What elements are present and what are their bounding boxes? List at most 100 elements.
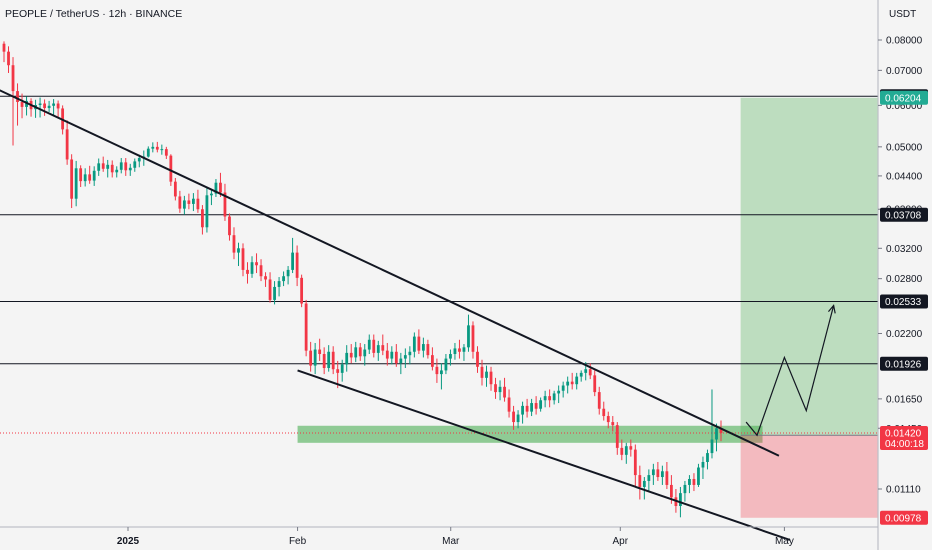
currency-label[interactable]: USDT bbox=[889, 9, 916, 20]
candle bbox=[255, 253, 258, 274]
candle bbox=[354, 341, 358, 363]
candle bbox=[390, 346, 394, 365]
candle bbox=[593, 370, 597, 397]
price-tick-label: 0.08000 bbox=[886, 36, 923, 47]
candle-body bbox=[336, 369, 340, 373]
candle bbox=[83, 168, 87, 187]
candle-body bbox=[647, 475, 651, 481]
candle-body bbox=[264, 276, 267, 280]
candle bbox=[228, 213, 231, 241]
candle bbox=[286, 266, 290, 285]
candle bbox=[426, 339, 430, 359]
price-tag-text: 0.02533 bbox=[885, 297, 922, 308]
price-tag[interactable]: 0.02533 bbox=[880, 294, 928, 309]
candle-body bbox=[417, 336, 421, 351]
candle-body bbox=[137, 158, 141, 162]
price-tag[interactable]: 0.00978 bbox=[880, 510, 928, 525]
price-tag-background bbox=[880, 356, 928, 371]
candle bbox=[160, 144, 164, 155]
candle bbox=[214, 179, 218, 198]
candle bbox=[65, 120, 69, 165]
candle-body bbox=[282, 276, 285, 282]
candle-body bbox=[376, 345, 380, 353]
candle-body bbox=[92, 170, 96, 181]
candle bbox=[178, 190, 182, 213]
candle-body bbox=[651, 469, 655, 476]
candle bbox=[430, 347, 434, 371]
candle-body bbox=[160, 149, 164, 151]
candle-body bbox=[435, 366, 439, 375]
candle bbox=[331, 346, 335, 375]
candle-body bbox=[151, 146, 155, 149]
candle-body bbox=[462, 347, 466, 352]
candle bbox=[462, 344, 466, 361]
candle bbox=[381, 334, 385, 356]
lower-trendline[interactable] bbox=[297, 369, 791, 541]
candle-body bbox=[268, 279, 272, 300]
candle bbox=[633, 444, 637, 487]
candle-body bbox=[101, 163, 105, 169]
candle-body bbox=[20, 102, 24, 107]
candle-body bbox=[480, 366, 484, 378]
price-tag[interactable]: 0.03708 bbox=[880, 207, 928, 222]
candle bbox=[52, 99, 56, 116]
candle-body bbox=[385, 350, 389, 359]
candle-body bbox=[633, 449, 637, 476]
price-tick-label: 0.02800 bbox=[886, 274, 923, 285]
candle-body bbox=[88, 174, 92, 181]
candle-body bbox=[273, 286, 276, 300]
current-price-tag-background bbox=[880, 426, 928, 451]
candle bbox=[444, 354, 448, 375]
candle-body bbox=[43, 103, 46, 109]
candle bbox=[246, 262, 249, 284]
candle bbox=[394, 344, 398, 367]
candle bbox=[719, 420, 723, 442]
candle-body bbox=[669, 484, 673, 498]
candle bbox=[467, 314, 470, 352]
candle bbox=[358, 342, 362, 361]
candle bbox=[489, 366, 493, 391]
candle bbox=[503, 377, 506, 402]
candle bbox=[570, 372, 574, 390]
candle bbox=[273, 281, 276, 305]
candle bbox=[43, 99, 46, 116]
candle-body bbox=[476, 351, 479, 367]
candle-body bbox=[56, 103, 60, 109]
candle bbox=[588, 363, 592, 380]
candle bbox=[697, 463, 700, 487]
candle bbox=[701, 456, 705, 479]
price-tick-label: 0.01650 bbox=[886, 394, 923, 405]
candle bbox=[97, 158, 101, 176]
current-price-text: 0.01420 bbox=[885, 429, 922, 440]
drawings-layer bbox=[0, 79, 836, 541]
time-axis[interactable]: 2025 Feb Mar Apr May bbox=[117, 527, 794, 547]
candle-body bbox=[65, 129, 69, 160]
candle bbox=[250, 256, 254, 278]
projection-path[interactable] bbox=[745, 305, 835, 437]
candle-body bbox=[110, 164, 114, 173]
candle bbox=[579, 370, 583, 382]
candle bbox=[146, 146, 150, 158]
candle-body bbox=[318, 349, 322, 355]
candle-body bbox=[372, 339, 376, 353]
target-zone[interactable] bbox=[740, 97, 878, 436]
demand-zone[interactable] bbox=[297, 425, 763, 443]
chart-title: PEOPLE / TetherUS · 12h · BINANCE bbox=[5, 8, 182, 20]
candles-layer bbox=[2, 41, 723, 518]
price-tag[interactable]: 0.06204 bbox=[880, 90, 928, 105]
horizontal-levels-layer bbox=[0, 95, 878, 434]
candle-body bbox=[7, 51, 10, 66]
candle bbox=[521, 401, 524, 424]
price-tag[interactable]: 0.01926 bbox=[880, 356, 928, 371]
candle-body bbox=[309, 350, 313, 366]
candle-body bbox=[575, 376, 579, 385]
candle-body bbox=[606, 416, 610, 423]
candle-body bbox=[164, 149, 168, 156]
upper-trendline[interactable] bbox=[0, 79, 780, 457]
candle bbox=[128, 163, 132, 176]
price-tag-text: 0.06204 bbox=[885, 93, 922, 104]
candle-body bbox=[579, 372, 583, 377]
candle bbox=[629, 439, 633, 457]
